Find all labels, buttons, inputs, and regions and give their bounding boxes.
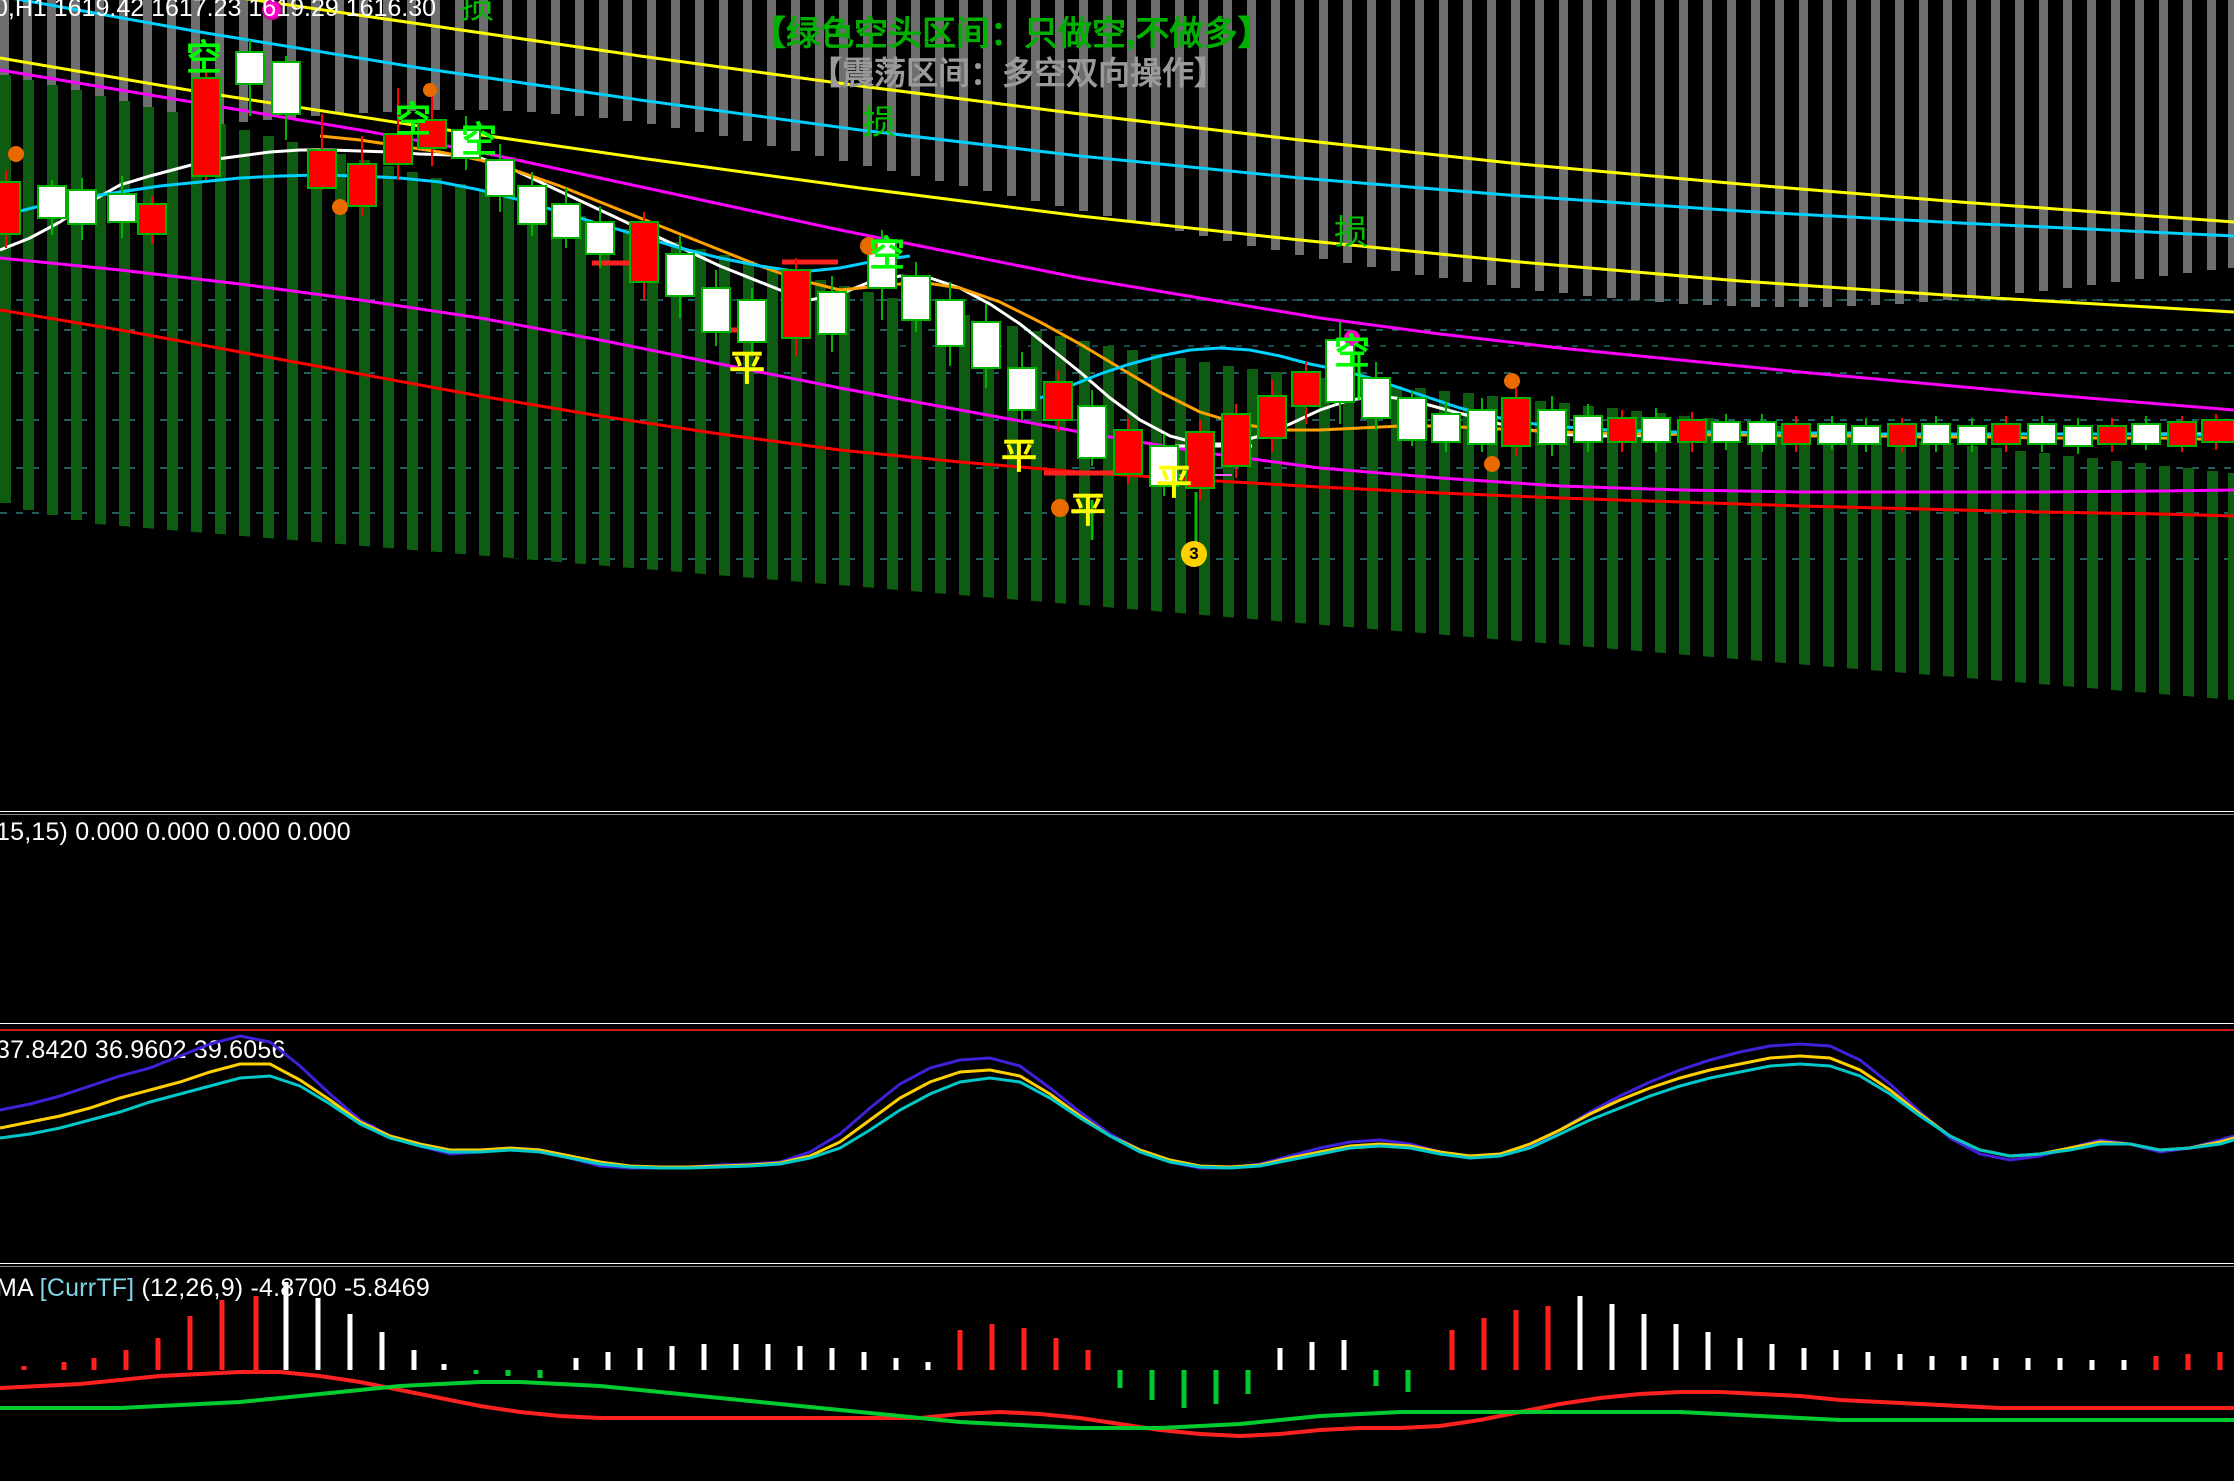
stoch-signal-line [0,1062,2234,1170]
macd-signal-line [0,1380,2234,1430]
envelope-upper-line [244,0,2234,224]
panel-divider [0,1266,2234,1267]
green-zone-annotation: 【绿色空头区间：只做空,不做多】 [752,15,1272,53]
envelope-lower-line [0,56,2234,314]
signal-dots [8,0,1520,517]
trade-marker-close[interactable]: 平 [1001,435,1038,476]
panel-divider [0,1263,2234,1264]
trade-marker-short[interactable]: 空 [186,37,223,78]
numbered-trade-marker[interactable]: 3 [1181,541,1207,567]
trade-marker-close[interactable]: 平 [1070,489,1107,530]
band-upper-line [0,68,2234,412]
ma-cyan-top-line [13,0,2234,238]
trade-marker-close[interactable]: 平 [729,347,766,388]
volume-panel[interactable]: 15,15) 0.000 0.000 0.000 0.000 [0,812,2234,1024]
panel-divider [0,814,2234,815]
upper-zone-bars [0,0,2234,307]
stochastic-panel[interactable]: 37.8420 36.9602 39.6056 [0,1024,2234,1266]
candlesticks [0,40,2234,500]
trade-marker-short[interactable]: 空 [1334,331,1371,372]
loss-label: 损 [460,0,494,26]
stochastic-overbought-line [0,1029,2234,1031]
panel-divider [0,811,2234,812]
stoch-d-line [0,1054,2234,1169]
price-chart-svg [0,0,2234,812]
lower-mask [0,516,2234,812]
trade-marker-short[interactable]: 空 [461,119,498,160]
macd-line [0,1370,2234,1439]
trade-marker-short[interactable]: 空 [869,233,906,274]
price-indicator-label: 15,15) 0.000 0.000 0.000 0.000 [0,818,351,846]
stochastic-svg [0,1034,2234,1170]
volume-panel-svg [0,812,2234,1024]
marker-stems [1090,355,1361,548]
ma-cyan-mid-line [0,173,911,274]
macd-panel[interactable]: MA [CurrTF] (12,26,9) -4.8700 -5.8469 [0,1266,2234,1481]
price-chart-panel[interactable]: 0,H1 1619.42 1617.23 1619.29 1616.30 【绿色… [0,0,2234,812]
trade-marker-short[interactable]: 空 [395,99,432,140]
ma-red-line [0,308,2234,518]
macd-label-timeframe: [CurrTF] [39,1274,135,1302]
panel-divider [0,1023,2234,1024]
gray-zone-annotation: 【震荡区间：多空双向操作】 [810,55,1227,91]
loss-label: 损 [862,104,896,142]
macd-svg [0,1282,2234,1439]
loss-label: 损 [1334,214,1368,252]
stochastic-indicator-label: 37.8420 36.9602 39.6056 [0,1036,286,1064]
macd-label-prefix: MA [0,1274,40,1302]
chart-header-text: 0,H1 1619.42 1617.23 1619.29 1616.30 [0,0,437,22]
trade-marker-close[interactable]: 平 [1156,461,1193,502]
macd-histogram [21,1282,2223,1408]
